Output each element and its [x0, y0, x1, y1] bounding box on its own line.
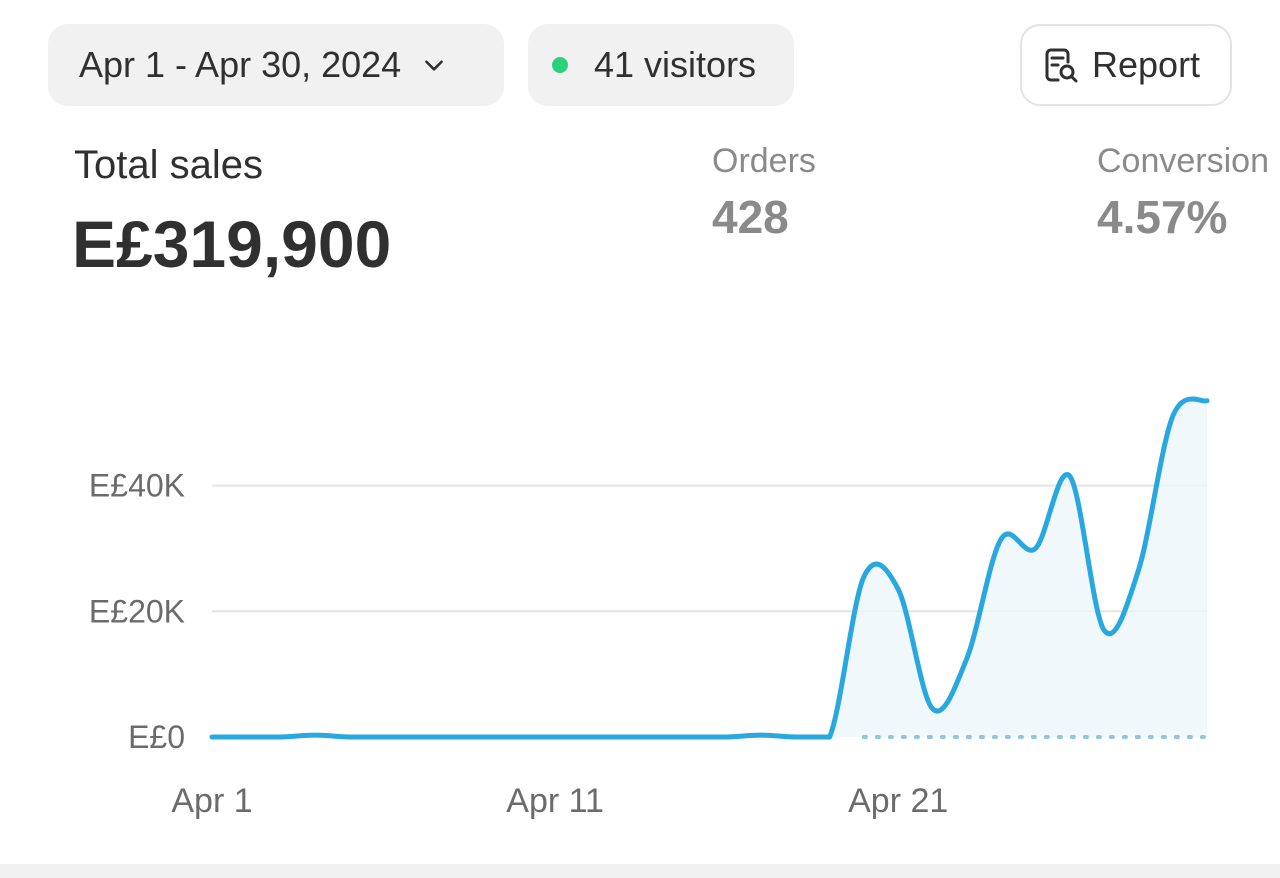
orders-label[interactable]: Orders — [712, 142, 816, 180]
report-button[interactable]: Report — [1020, 24, 1232, 106]
date-range-label: Apr 1 - Apr 30, 2024 — [79, 44, 402, 85]
sales-line-chart: E£0 E£20K E£40K Apr 1 Apr 11 Apr 21 — [89, 396, 1210, 820]
conversion-value: 4.57% — [1097, 191, 1228, 243]
live-visitors-badge[interactable]: 41 visitors — [528, 24, 794, 106]
total-sales-value: E£319,900 — [72, 207, 392, 281]
y-tick-label: E£0 — [128, 719, 185, 755]
x-tick-label: Apr 1 — [171, 782, 252, 820]
total-sales-label: Total sales — [74, 143, 263, 187]
y-tick-label: E£40K — [89, 468, 185, 504]
visitors-count: 41 visitors — [594, 44, 757, 85]
x-tick-label: Apr 11 — [506, 782, 604, 820]
y-axis-labels: E£0 E£20K E£40K — [89, 468, 185, 755]
x-axis-labels: Apr 1 Apr 11 Apr 21 — [171, 782, 948, 820]
conversion-label[interactable]: Conversion — [1097, 142, 1269, 180]
report-label: Report — [1092, 44, 1201, 85]
chevron-down-icon — [425, 60, 444, 71]
sales-area-fill — [212, 398, 1207, 737]
x-tick-label: Apr 21 — [848, 782, 948, 820]
report-search-icon — [1045, 48, 1078, 83]
sales-series-line — [209, 396, 1210, 740]
orders-value: 428 — [712, 191, 789, 243]
bottom-divider — [0, 864, 1280, 878]
date-range-picker[interactable]: Apr 1 - Apr 30, 2024 — [48, 24, 504, 106]
live-indicator-icon — [552, 57, 568, 73]
y-tick-label: E£20K — [89, 593, 185, 629]
